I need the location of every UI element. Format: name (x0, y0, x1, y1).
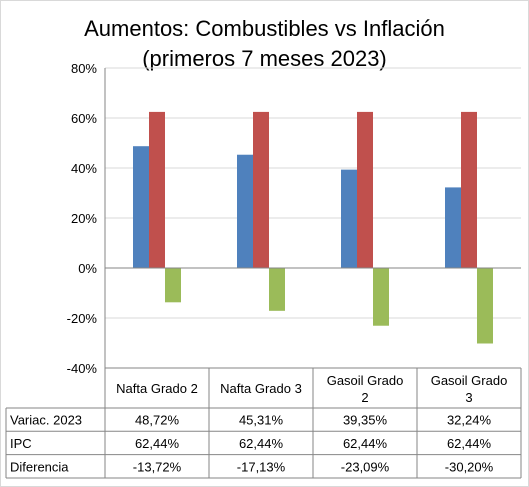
data-cell-label: 48,72% (135, 413, 180, 428)
row-header-label: IPC (10, 436, 32, 451)
bar (269, 268, 285, 311)
bar (165, 268, 181, 303)
data-cell-label: 62,44% (239, 436, 284, 451)
bar (373, 268, 389, 326)
y-tick-label: 60% (71, 111, 97, 126)
category-label: Gasoil Grado (431, 373, 508, 388)
data-cell-label: -30,20% (445, 459, 494, 474)
category-label: 3 (465, 390, 472, 405)
data-cell-label: -23,09% (341, 459, 390, 474)
chart-title: Aumentos: Combustibles vs Inflación (pri… (0, 14, 529, 74)
row-header-label: Diferencia (10, 459, 69, 474)
chart-title-line-1: Aumentos: Combustibles vs Inflación (84, 16, 445, 41)
category-label: Nafta Grado 3 (220, 381, 302, 396)
row-header-label: Variac. 2023 (10, 413, 82, 428)
data-cell-label: 45,31% (239, 413, 284, 428)
bar (445, 187, 461, 268)
bar (253, 111, 269, 269)
category-label: 2 (361, 390, 368, 405)
bar (133, 146, 149, 268)
category-label: Nafta Grado 2 (116, 381, 198, 396)
y-tick-label: -40% (67, 361, 98, 376)
y-tick-label: -20% (67, 311, 98, 326)
data-cell-label: 39,35% (343, 413, 388, 428)
data-cell-label: 62,44% (447, 436, 492, 451)
chart-title-line-2: (primeros 7 meses 2023) (142, 46, 387, 71)
y-tick-label: 0% (78, 261, 97, 276)
bar (461, 111, 477, 269)
y-tick-label: 40% (71, 161, 97, 176)
bar (341, 169, 357, 268)
bar (237, 154, 253, 268)
data-cell-label: 62,44% (135, 436, 180, 451)
data-cell-label: 62,44% (343, 436, 388, 451)
data-cell-label: -13,72% (133, 459, 182, 474)
category-label: Gasoil Grado (327, 373, 404, 388)
bar (357, 111, 373, 269)
y-tick-label: 20% (71, 211, 97, 226)
data-cell-label: 32,24% (447, 413, 492, 428)
bar (149, 111, 165, 269)
bar (477, 268, 493, 344)
y-tick-label: 80% (71, 61, 97, 76)
data-cell-label: -17,13% (237, 459, 286, 474)
